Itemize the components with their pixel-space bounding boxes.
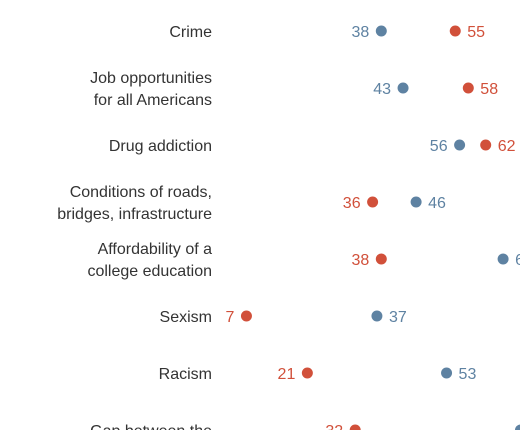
category-label: Job opportunities	[90, 70, 212, 87]
data-point	[410, 196, 422, 208]
data-point	[454, 139, 466, 151]
data-point	[515, 424, 520, 430]
category-label: Conditions of roads,	[70, 184, 212, 201]
value-label: 58	[480, 81, 498, 98]
category-label: Affordability of a	[98, 241, 213, 258]
data-point	[375, 25, 387, 37]
data-point	[301, 367, 313, 379]
value-label: 37	[389, 309, 407, 326]
category-label: Crime	[169, 24, 212, 41]
value-label: 46	[428, 195, 446, 212]
category-label: Drug addiction	[109, 138, 212, 155]
data-point	[367, 196, 379, 208]
value-label: 62	[498, 138, 516, 155]
category-label: for all Americans	[94, 92, 212, 109]
value-label: 38	[352, 24, 370, 41]
value-label: 66	[515, 252, 520, 269]
data-point	[449, 25, 461, 37]
data-point	[397, 82, 409, 94]
value-label: 32	[325, 423, 343, 430]
data-point	[441, 367, 453, 379]
value-label: 55	[467, 24, 485, 41]
value-label: 43	[373, 81, 391, 98]
data-point	[375, 253, 387, 265]
value-label: 7	[226, 309, 235, 326]
category-label: bridges, infrastructure	[57, 206, 212, 223]
data-point	[497, 253, 509, 265]
category-label: college education	[87, 263, 212, 280]
value-label: 36	[343, 195, 361, 212]
value-label: 21	[278, 366, 296, 383]
data-point	[371, 310, 383, 322]
value-label: 38	[352, 252, 370, 269]
value-label: 53	[459, 366, 477, 383]
data-point	[462, 82, 474, 94]
category-label: Sexism	[160, 309, 212, 326]
data-point	[349, 424, 361, 430]
category-label: Racism	[159, 366, 212, 383]
category-label: Gap between the	[90, 423, 212, 430]
data-point	[240, 310, 252, 322]
value-label: 56	[430, 138, 448, 155]
data-point	[480, 139, 492, 151]
